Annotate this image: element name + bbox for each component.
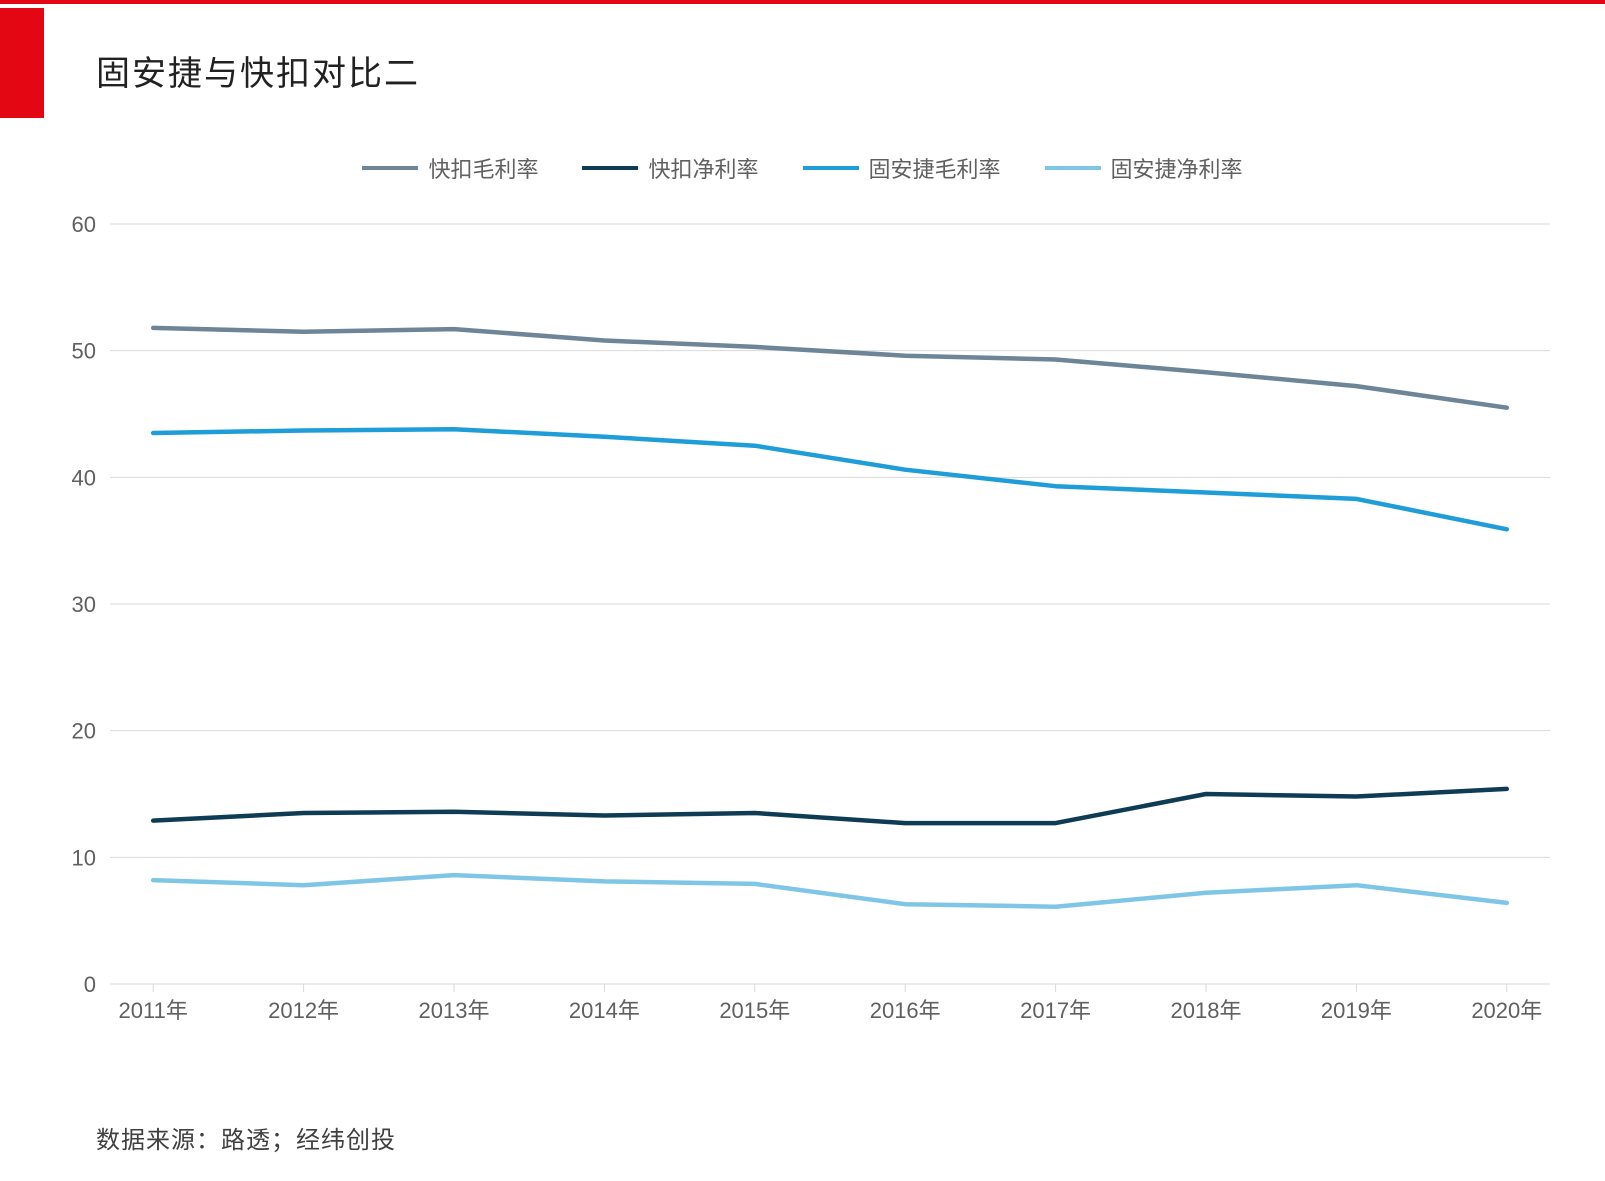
- legend-item: 快扣净利率: [582, 152, 758, 184]
- y-axis-label: 0: [84, 972, 96, 997]
- y-axis-label: 60: [72, 212, 96, 237]
- x-axis-label: 2014年: [569, 998, 640, 1023]
- legend-label: 快扣毛利率: [428, 152, 538, 184]
- legend-item: 固安捷净利率: [1045, 152, 1243, 184]
- accent-block: [0, 8, 44, 118]
- slide-page: 固安捷与快扣对比二 快扣毛利率 快扣净利率 固安捷毛利率 固安捷净利率 0 10 20 30…: [0, 0, 1605, 1181]
- series-line: [153, 429, 1507, 529]
- line-chart: 0 10 20 30 40 50 60 2011年 2012年 2013年 2014年 2015年 20…: [60, 194, 1558, 1054]
- series-line: [153, 328, 1507, 408]
- legend-swatch: [582, 166, 638, 170]
- slide-title: 固安捷与快扣对比二: [96, 46, 420, 95]
- x-axis-label: 2017年: [1020, 998, 1091, 1023]
- series-line: [153, 789, 1507, 823]
- series-line: [153, 875, 1507, 907]
- y-axis-label: 30: [72, 592, 96, 617]
- y-axis-label: 10: [72, 845, 96, 870]
- y-axis-label: 40: [72, 465, 96, 490]
- legend-swatch: [1045, 166, 1101, 170]
- x-axis-label: 2012年: [268, 998, 339, 1023]
- legend-label: 快扣净利率: [648, 152, 758, 184]
- x-axis-label: 2015年: [719, 998, 790, 1023]
- y-axis-label: 50: [72, 339, 96, 364]
- legend-swatch: [362, 166, 418, 170]
- legend-label: 固安捷毛利率: [869, 152, 1001, 184]
- x-axis-label: 2018年: [1171, 998, 1242, 1023]
- x-axis-label: 2011年: [119, 998, 188, 1023]
- legend-swatch: [803, 166, 859, 170]
- x-axis-label: 2020年: [1471, 998, 1542, 1023]
- chart-legend: 快扣毛利率 快扣净利率 固安捷毛利率 固安捷净利率: [0, 150, 1605, 184]
- legend-item: 固安捷毛利率: [803, 152, 1001, 184]
- data-source-label: 数据来源：路透；经纬创投: [96, 1120, 396, 1155]
- x-axis-label: 2016年: [870, 998, 941, 1023]
- chart-svg: 0 10 20 30 40 50 60 2011年 2012年 2013年 2014年 2015年 20…: [60, 194, 1558, 1054]
- legend-item: 快扣毛利率: [362, 152, 538, 184]
- x-axis-label: 2013年: [419, 998, 490, 1023]
- y-axis-label: 20: [72, 719, 96, 744]
- legend-label: 固安捷净利率: [1111, 152, 1243, 184]
- x-axis-label: 2019年: [1321, 998, 1392, 1023]
